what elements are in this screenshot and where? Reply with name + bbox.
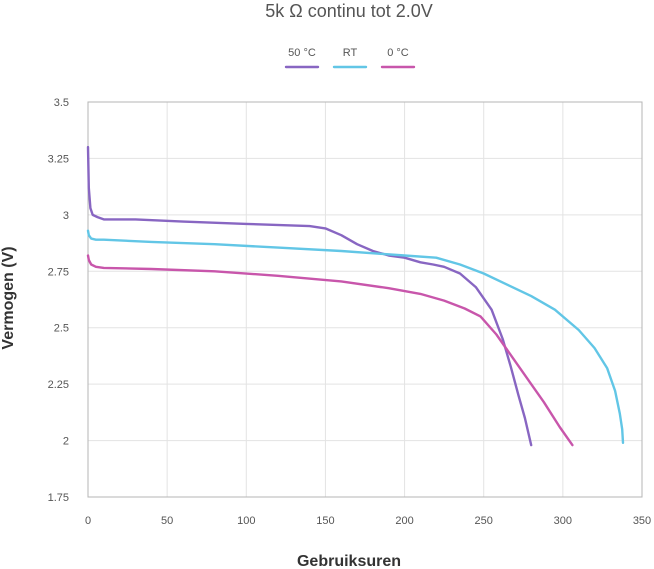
y-tick-label: 2.75 bbox=[48, 266, 69, 278]
x-tick-label: 250 bbox=[475, 515, 493, 527]
x-tick-label: 50 bbox=[161, 515, 173, 527]
x-tick-label: 300 bbox=[554, 515, 572, 527]
series-line bbox=[86, 229, 625, 444]
y-tick-label: 3.5 bbox=[54, 97, 69, 109]
x-axis-title: Gebruiksuren bbox=[297, 553, 401, 569]
x-tick-label: 0 bbox=[85, 515, 91, 527]
y-tick-label: 2 bbox=[63, 436, 69, 448]
x-axis-ticks: 0 50 100 150 200 250 300 350 bbox=[85, 515, 651, 527]
y-tick-label: 1.75 bbox=[48, 492, 69, 504]
plot-frame bbox=[87, 101, 643, 498]
y-tick-label: 3 bbox=[63, 210, 69, 222]
legend-label: 0 °C bbox=[387, 47, 409, 59]
series-lines bbox=[86, 145, 625, 447]
series-line bbox=[86, 145, 533, 447]
legend-label: RT bbox=[343, 47, 358, 59]
x-tick-label: 150 bbox=[316, 515, 334, 527]
y-tick-label: 2.5 bbox=[54, 323, 69, 335]
legend: 50 °C RT 0 °C bbox=[284, 47, 416, 69]
x-tick-label: 200 bbox=[395, 515, 413, 527]
series-line bbox=[86, 254, 574, 447]
x-tick-label: 100 bbox=[237, 515, 255, 527]
legend-label: 50 °C bbox=[288, 47, 316, 59]
y-tick-label: 3.25 bbox=[48, 153, 69, 165]
grid-lines bbox=[88, 102, 642, 497]
chart-title: 5k Ω continu tot 2.0V bbox=[265, 1, 433, 21]
x-tick-label: 350 bbox=[633, 515, 651, 527]
y-axis-ticks: 1.75 2 2.25 2.5 2.75 3 3.25 3.5 bbox=[48, 97, 69, 504]
y-tick-label: 2.25 bbox=[48, 379, 69, 391]
y-axis-title: Vermogen (V) bbox=[0, 246, 17, 349]
